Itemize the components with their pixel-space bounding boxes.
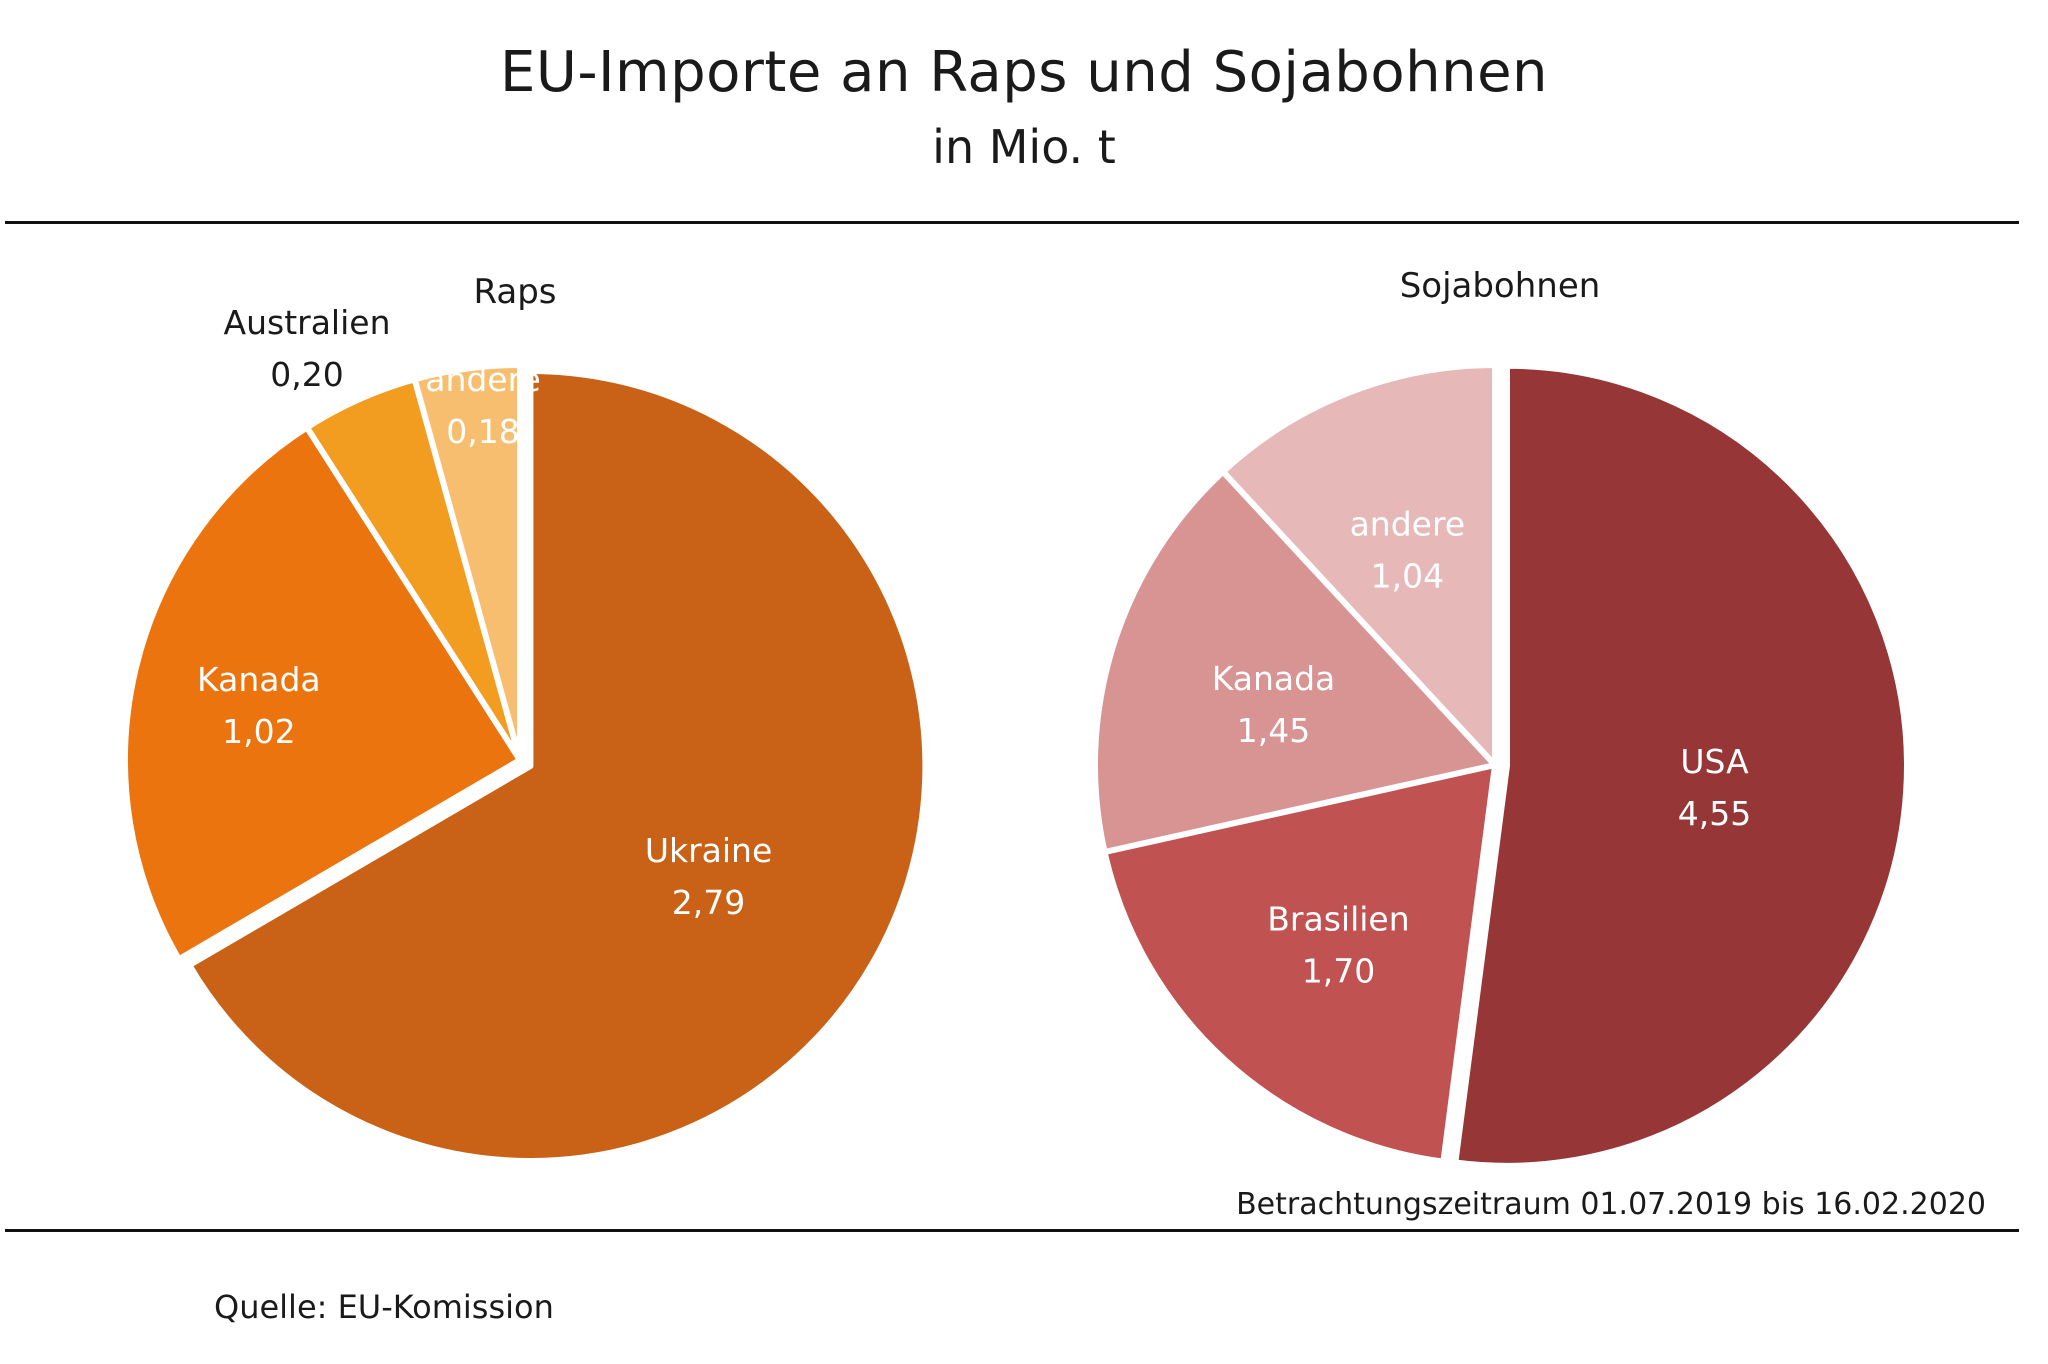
raps-chart-title: Raps	[473, 272, 557, 312]
soja-value-brasilien: 1,70	[1302, 951, 1375, 990]
source-note: Quelle: EU-Komission	[214, 1288, 554, 1326]
raps-label-kanada: Kanada	[197, 660, 321, 699]
bottom-divider	[5, 1229, 2019, 1232]
raps-label-australien: Australien	[224, 303, 391, 342]
chart-subtitle-unit: in Mio. t	[932, 120, 1116, 174]
soja-slice-usa	[1452, 362, 1910, 1169]
raps-pie	[122, 362, 929, 1164]
soja-label-andere: andere	[1350, 505, 1466, 544]
raps-value-australien: 0,20	[270, 355, 343, 394]
soja-value-kanada: 1,45	[1237, 711, 1310, 750]
soja-label-usa: USA	[1680, 742, 1749, 781]
raps-value-ukraine: 2,79	[672, 883, 745, 922]
soja-slice-andere	[1220, 362, 1498, 768]
raps-value-andere: 0,18	[446, 412, 519, 451]
soja-slice-kanada	[1092, 468, 1498, 856]
soja-value-andere: 1,04	[1371, 557, 1444, 596]
top-divider	[5, 221, 2019, 224]
soja-pie	[1092, 362, 1910, 1169]
soja-value-usa: 4,55	[1678, 794, 1751, 833]
chart-title-main: EU-Importe an Raps und Sojabohnen	[499, 40, 1549, 105]
soja-chart-title: Sojabohnen	[1399, 266, 1601, 306]
soja-label-brasilien: Brasilien	[1267, 899, 1409, 938]
soja-label-kanada: Kanada	[1212, 659, 1336, 698]
raps-label-andere: andere	[425, 360, 541, 399]
period-note: Betrachtungszeitraum 01.07.2019 bis 16.0…	[1236, 1187, 1986, 1222]
raps-label-ukraine: Ukraine	[645, 831, 772, 870]
raps-value-kanada: 1,02	[222, 712, 295, 751]
raps-slice-kanada	[122, 424, 523, 963]
raps-slice-andere	[411, 362, 523, 763]
raps-slice-ukraine	[186, 367, 929, 1164]
soja-slice-brasilien	[1101, 762, 1498, 1165]
